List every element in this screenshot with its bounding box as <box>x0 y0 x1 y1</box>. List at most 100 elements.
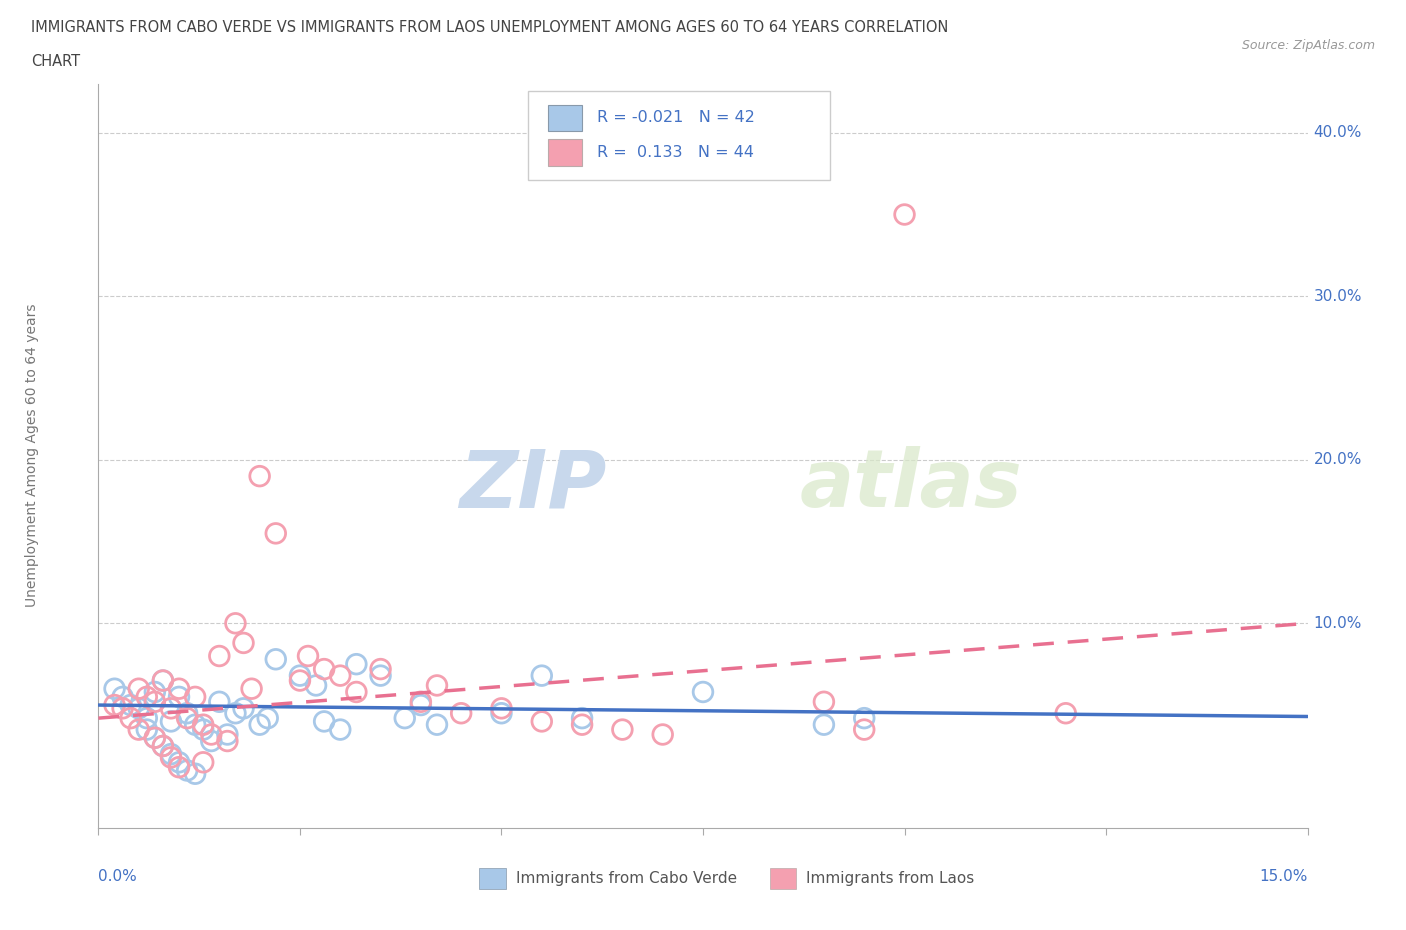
Point <box>128 682 150 697</box>
Point <box>217 734 239 749</box>
Point <box>167 755 190 770</box>
Point <box>232 635 254 650</box>
Text: 0.0%: 0.0% <box>98 869 138 883</box>
Point <box>160 747 183 762</box>
Point <box>249 469 271 484</box>
Point <box>813 717 835 732</box>
Point <box>853 723 876 737</box>
Text: 15.0%: 15.0% <box>1260 869 1308 883</box>
Point <box>426 678 449 693</box>
Text: R =  0.133   N = 44: R = 0.133 N = 44 <box>596 145 754 160</box>
Text: Unemployment Among Ages 60 to 64 years: Unemployment Among Ages 60 to 64 years <box>25 304 39 607</box>
Point <box>184 717 207 732</box>
Point <box>491 701 513 716</box>
Point <box>120 698 142 712</box>
Point <box>264 526 287 541</box>
FancyBboxPatch shape <box>548 140 582 166</box>
Point <box>103 698 125 712</box>
Point <box>530 714 553 729</box>
Point <box>409 698 432 712</box>
Point <box>167 682 190 697</box>
Text: 20.0%: 20.0% <box>1313 452 1362 467</box>
Point <box>167 689 190 704</box>
Point <box>208 695 231 710</box>
Point <box>152 738 174 753</box>
Text: atlas: atlas <box>800 446 1022 525</box>
Point <box>200 727 222 742</box>
Point <box>1054 706 1077 721</box>
Point <box>143 684 166 699</box>
Point <box>128 701 150 716</box>
Point <box>530 668 553 683</box>
Point <box>651 727 673 742</box>
Point <box>176 763 198 777</box>
Point <box>450 706 472 721</box>
FancyBboxPatch shape <box>479 868 506 889</box>
Point <box>297 648 319 663</box>
Point <box>232 701 254 716</box>
Point <box>288 673 311 688</box>
Point <box>329 723 352 737</box>
Point <box>217 727 239 742</box>
Point <box>249 717 271 732</box>
Text: Immigrants from Cabo Verde: Immigrants from Cabo Verde <box>516 870 737 885</box>
Point <box>143 730 166 745</box>
Point <box>200 734 222 749</box>
Point <box>184 689 207 704</box>
Point <box>208 648 231 663</box>
Point <box>135 723 157 737</box>
Text: 30.0%: 30.0% <box>1313 289 1362 304</box>
Text: 40.0%: 40.0% <box>1313 126 1362 140</box>
Text: R = -0.021   N = 42: R = -0.021 N = 42 <box>596 111 755 126</box>
Point <box>240 682 263 697</box>
Point <box>143 695 166 710</box>
Point <box>256 711 278 725</box>
Point <box>111 689 134 704</box>
Point <box>152 673 174 688</box>
Point <box>160 714 183 729</box>
Point <box>491 706 513 721</box>
Text: 10.0%: 10.0% <box>1313 616 1362 631</box>
Point <box>344 684 367 699</box>
Point <box>143 730 166 745</box>
Point <box>853 711 876 725</box>
Point <box>135 711 157 725</box>
Text: CHART: CHART <box>31 54 80 69</box>
Point <box>176 711 198 725</box>
Point <box>370 668 392 683</box>
Point <box>426 717 449 732</box>
Point <box>120 711 142 725</box>
Point <box>176 706 198 721</box>
Point <box>394 711 416 725</box>
FancyBboxPatch shape <box>548 104 582 130</box>
Point <box>314 661 336 676</box>
Point <box>152 673 174 688</box>
Point <box>409 695 432 710</box>
Text: Immigrants from Laos: Immigrants from Laos <box>806 870 974 885</box>
Point <box>571 717 593 732</box>
Point <box>111 701 134 716</box>
FancyBboxPatch shape <box>527 91 830 180</box>
Point <box>893 207 915 222</box>
Point <box>193 723 215 737</box>
Point <box>329 668 352 683</box>
Point <box>152 738 174 753</box>
Point <box>193 717 215 732</box>
Point <box>128 723 150 737</box>
Point <box>224 706 246 721</box>
Point <box>184 766 207 781</box>
Point <box>288 668 311 683</box>
Point <box>167 760 190 775</box>
Point <box>193 755 215 770</box>
Point <box>135 689 157 704</box>
Point <box>370 661 392 676</box>
Point <box>103 682 125 697</box>
Point <box>571 711 593 725</box>
Point <box>160 701 183 716</box>
Point <box>314 714 336 729</box>
Text: IMMIGRANTS FROM CABO VERDE VS IMMIGRANTS FROM LAOS UNEMPLOYMENT AMONG AGES 60 TO: IMMIGRANTS FROM CABO VERDE VS IMMIGRANTS… <box>31 20 948 35</box>
Point <box>224 616 246 631</box>
Point <box>264 652 287 667</box>
Point <box>160 750 183 764</box>
FancyBboxPatch shape <box>769 868 796 889</box>
